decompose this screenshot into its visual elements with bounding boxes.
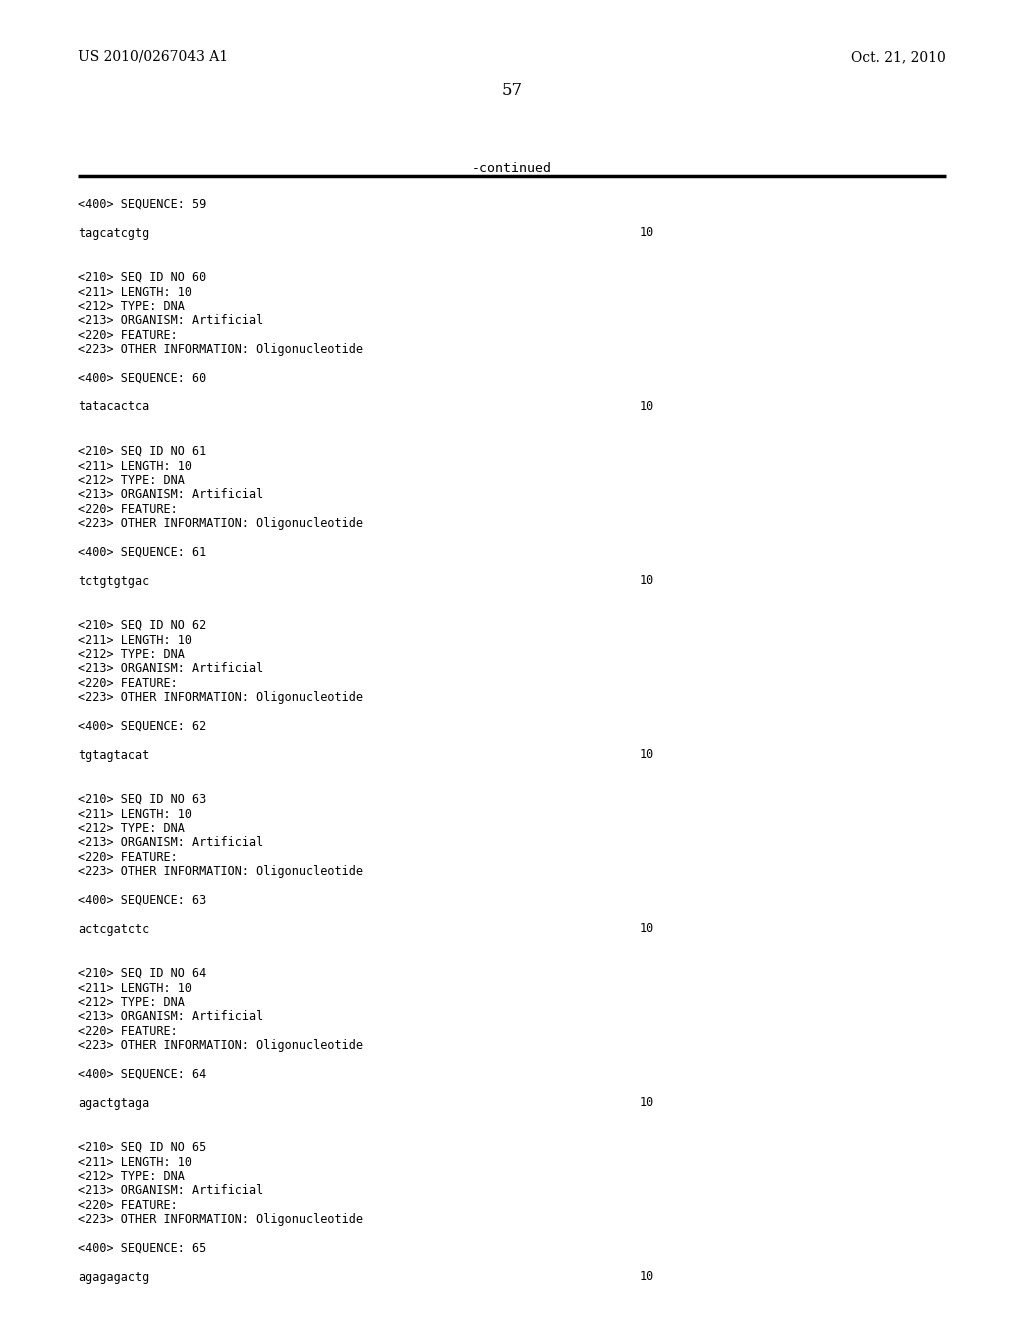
Text: <213> ORGANISM: Artificial: <213> ORGANISM: Artificial bbox=[78, 488, 263, 502]
Text: <212> TYPE: DNA: <212> TYPE: DNA bbox=[78, 822, 185, 836]
Text: <210> SEQ ID NO 65: <210> SEQ ID NO 65 bbox=[78, 1140, 206, 1154]
Text: 10: 10 bbox=[640, 227, 654, 239]
Text: 10: 10 bbox=[640, 574, 654, 587]
Text: <213> ORGANISM: Artificial: <213> ORGANISM: Artificial bbox=[78, 1184, 263, 1197]
Text: <212> TYPE: DNA: <212> TYPE: DNA bbox=[78, 648, 185, 661]
Text: <210> SEQ ID NO 61: <210> SEQ ID NO 61 bbox=[78, 445, 206, 458]
Text: <223> OTHER INFORMATION: Oligonucleotide: <223> OTHER INFORMATION: Oligonucleotide bbox=[78, 1213, 362, 1226]
Text: <210> SEQ ID NO 60: <210> SEQ ID NO 60 bbox=[78, 271, 206, 284]
Text: tagcatcgtg: tagcatcgtg bbox=[78, 227, 150, 239]
Text: 10: 10 bbox=[640, 748, 654, 762]
Text: <220> FEATURE:: <220> FEATURE: bbox=[78, 503, 178, 516]
Text: <400> SEQUENCE: 64: <400> SEQUENCE: 64 bbox=[78, 1068, 206, 1081]
Text: <211> LENGTH: 10: <211> LENGTH: 10 bbox=[78, 634, 193, 647]
Text: <223> OTHER INFORMATION: Oligonucleotide: <223> OTHER INFORMATION: Oligonucleotide bbox=[78, 343, 362, 356]
Text: <223> OTHER INFORMATION: Oligonucleotide: <223> OTHER INFORMATION: Oligonucleotide bbox=[78, 517, 362, 531]
Text: <400> SEQUENCE: 63: <400> SEQUENCE: 63 bbox=[78, 894, 206, 907]
Text: <223> OTHER INFORMATION: Oligonucleotide: <223> OTHER INFORMATION: Oligonucleotide bbox=[78, 1040, 362, 1052]
Text: <220> FEATURE:: <220> FEATURE: bbox=[78, 851, 178, 865]
Text: <212> TYPE: DNA: <212> TYPE: DNA bbox=[78, 1170, 185, 1183]
Text: <211> LENGTH: 10: <211> LENGTH: 10 bbox=[78, 808, 193, 821]
Text: tctgtgtgac: tctgtgtgac bbox=[78, 574, 150, 587]
Text: <223> OTHER INFORMATION: Oligonucleotide: <223> OTHER INFORMATION: Oligonucleotide bbox=[78, 866, 362, 879]
Text: <220> FEATURE:: <220> FEATURE: bbox=[78, 329, 178, 342]
Text: actcgatctc: actcgatctc bbox=[78, 923, 150, 936]
Text: <211> LENGTH: 10: <211> LENGTH: 10 bbox=[78, 982, 193, 994]
Text: Oct. 21, 2010: Oct. 21, 2010 bbox=[851, 50, 946, 63]
Text: <400> SEQUENCE: 60: <400> SEQUENCE: 60 bbox=[78, 372, 206, 385]
Text: <400> SEQUENCE: 61: <400> SEQUENCE: 61 bbox=[78, 546, 206, 558]
Text: <212> TYPE: DNA: <212> TYPE: DNA bbox=[78, 300, 185, 313]
Text: <210> SEQ ID NO 64: <210> SEQ ID NO 64 bbox=[78, 968, 206, 979]
Text: <211> LENGTH: 10: <211> LENGTH: 10 bbox=[78, 1155, 193, 1168]
Text: 57: 57 bbox=[502, 82, 522, 99]
Text: <220> FEATURE:: <220> FEATURE: bbox=[78, 1026, 178, 1038]
Text: <212> TYPE: DNA: <212> TYPE: DNA bbox=[78, 474, 185, 487]
Text: <400> SEQUENCE: 65: <400> SEQUENCE: 65 bbox=[78, 1242, 206, 1255]
Text: tatacactca: tatacactca bbox=[78, 400, 150, 413]
Text: <213> ORGANISM: Artificial: <213> ORGANISM: Artificial bbox=[78, 314, 263, 327]
Text: <213> ORGANISM: Artificial: <213> ORGANISM: Artificial bbox=[78, 837, 263, 850]
Text: <210> SEQ ID NO 62: <210> SEQ ID NO 62 bbox=[78, 619, 206, 632]
Text: 10: 10 bbox=[640, 1097, 654, 1110]
Text: -continued: -continued bbox=[472, 162, 552, 176]
Text: 10: 10 bbox=[640, 400, 654, 413]
Text: <220> FEATURE:: <220> FEATURE: bbox=[78, 1199, 178, 1212]
Text: <400> SEQUENCE: 62: <400> SEQUENCE: 62 bbox=[78, 719, 206, 733]
Text: <220> FEATURE:: <220> FEATURE: bbox=[78, 677, 178, 690]
Text: <212> TYPE: DNA: <212> TYPE: DNA bbox=[78, 997, 185, 1008]
Text: <223> OTHER INFORMATION: Oligonucleotide: <223> OTHER INFORMATION: Oligonucleotide bbox=[78, 692, 362, 705]
Text: <211> LENGTH: 10: <211> LENGTH: 10 bbox=[78, 459, 193, 473]
Text: <213> ORGANISM: Artificial: <213> ORGANISM: Artificial bbox=[78, 663, 263, 676]
Text: 10: 10 bbox=[640, 1270, 654, 1283]
Text: <211> LENGTH: 10: <211> LENGTH: 10 bbox=[78, 285, 193, 298]
Text: agagagactg: agagagactg bbox=[78, 1270, 150, 1283]
Text: US 2010/0267043 A1: US 2010/0267043 A1 bbox=[78, 50, 228, 63]
Text: <210> SEQ ID NO 63: <210> SEQ ID NO 63 bbox=[78, 793, 206, 807]
Text: agactgtaga: agactgtaga bbox=[78, 1097, 150, 1110]
Text: <213> ORGANISM: Artificial: <213> ORGANISM: Artificial bbox=[78, 1011, 263, 1023]
Text: tgtagtacat: tgtagtacat bbox=[78, 748, 150, 762]
Text: <400> SEQUENCE: 59: <400> SEQUENCE: 59 bbox=[78, 198, 206, 211]
Text: 10: 10 bbox=[640, 923, 654, 936]
